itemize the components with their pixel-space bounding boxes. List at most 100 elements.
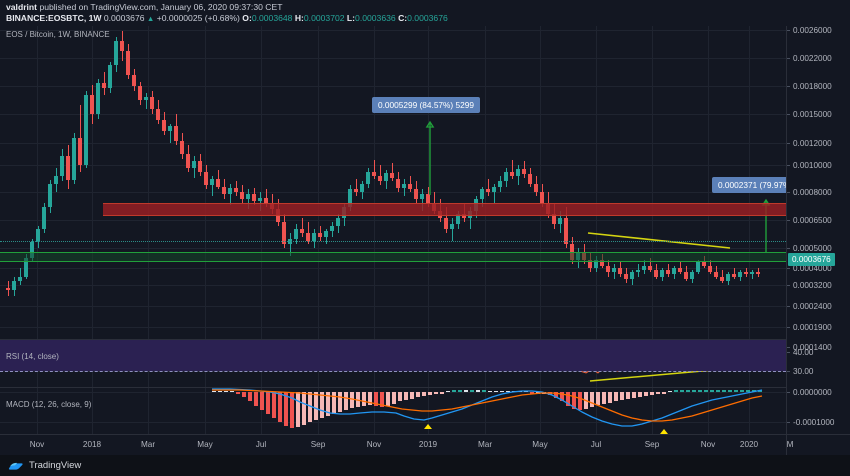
rsi-level-30[interactable] xyxy=(0,371,786,372)
gridline-vertical xyxy=(318,26,319,340)
candle-body xyxy=(600,260,605,266)
axis-corner-divider xyxy=(786,435,787,456)
macd-histogram-bar xyxy=(518,390,523,392)
candle-body xyxy=(168,125,173,132)
candle-body xyxy=(282,221,287,245)
price-pane[interactable]: EOS / Bitcoin, 1W, BINANCE 0.0005299 (84… xyxy=(0,26,786,340)
candle-body xyxy=(264,197,269,204)
resistance-zone[interactable] xyxy=(103,203,786,216)
candle-body xyxy=(540,192,545,204)
candle-body xyxy=(222,186,227,194)
high-value: 0.0003702 xyxy=(303,13,345,23)
gridline-vertical xyxy=(148,26,149,340)
candle-body xyxy=(210,178,215,186)
last-price-badge[interactable]: 0.0003676 xyxy=(788,253,835,266)
candle-wick xyxy=(451,218,453,241)
candle-body xyxy=(384,173,389,182)
time-axis-tick: M xyxy=(786,440,794,449)
macd-histogram-bar xyxy=(560,392,565,402)
candle-body xyxy=(60,156,65,176)
macd-histogram-bar xyxy=(620,392,625,401)
macd-histogram-bar xyxy=(542,392,547,395)
candle-wick xyxy=(487,178,489,196)
measure-badge-right[interactable]: 0.0002371 (79.97%) xyxy=(712,177,786,193)
macd-histogram-bar xyxy=(710,389,715,392)
candle-body xyxy=(666,270,671,275)
candle-body xyxy=(690,272,695,279)
macd-histogram-bar xyxy=(584,392,589,409)
candle-body xyxy=(558,218,563,224)
candle-body xyxy=(18,276,23,281)
signal-triangle-marker[interactable] xyxy=(659,429,668,434)
gridline-horizontal xyxy=(0,114,786,115)
candle-body xyxy=(522,169,527,175)
gridline-vertical xyxy=(92,26,93,340)
candle-body xyxy=(48,183,53,207)
macd-signal-line xyxy=(212,389,763,422)
last-price: 0.0003676 xyxy=(103,13,145,23)
candle-wick xyxy=(145,93,147,110)
measure-badge-top[interactable]: 0.0005299 (84.57%) 5299 xyxy=(372,97,480,113)
open-value: 0.0003648 xyxy=(251,13,293,23)
price-axis-tick: 0.0001400 xyxy=(787,343,832,352)
candle-body xyxy=(648,266,653,271)
candle-body xyxy=(678,268,683,273)
candle-body xyxy=(96,82,101,114)
candle-body xyxy=(258,197,263,202)
macd-histogram-bar xyxy=(686,389,691,392)
support-zone[interactable] xyxy=(0,252,786,262)
candle-body xyxy=(252,193,257,202)
candle-body xyxy=(348,189,353,207)
dotted-price-level[interactable] xyxy=(0,241,786,242)
rsi-pane[interactable]: RSI (14, close) xyxy=(0,340,786,388)
candle-wick xyxy=(169,123,171,143)
price-axis[interactable]: 0.0026000 0.0022000 0.0018000 0.0015000 0.00… xyxy=(786,26,850,434)
time-axis-tick: Jul xyxy=(590,440,602,449)
low-key: L: xyxy=(346,13,356,23)
indicator-axis-tick: 40.00 xyxy=(787,348,814,357)
time-axis[interactable]: Nov 2018 Mar May Jul Sep Nov 2019 Mar May Jul Sep No… xyxy=(0,434,850,456)
time-axis-tick: Nov xyxy=(700,440,716,449)
price-axis-tick: 0.0004000 xyxy=(787,264,832,273)
price-axis-tick: 0.0003200 xyxy=(787,281,832,290)
symbol-label[interactable]: BINANCE:EOSBTC, 1W xyxy=(6,13,102,23)
signal-triangle-marker[interactable] xyxy=(423,424,432,429)
indicator-axis-tick: 30.00 xyxy=(787,367,814,376)
indicator-axis-tick: -0.0001000 xyxy=(786,418,835,427)
gridline-horizontal xyxy=(0,268,786,269)
macd-histogram-bar xyxy=(674,389,679,392)
macd-histogram-bar xyxy=(470,389,475,392)
candle-body xyxy=(132,74,137,86)
macd-histogram-bar xyxy=(266,392,271,415)
candle-body xyxy=(312,233,317,241)
candle-body xyxy=(204,171,209,186)
candle-body xyxy=(420,193,425,200)
macd-histogram-bar xyxy=(350,392,355,408)
candle-body xyxy=(120,40,125,51)
candle-body xyxy=(480,189,485,200)
macd-histogram-bar xyxy=(248,392,253,402)
macd-histogram-bar xyxy=(458,389,463,392)
macd-histogram-bar xyxy=(740,389,745,392)
candle-wick xyxy=(751,270,753,279)
time-axis-tick: Sep xyxy=(644,440,660,449)
macd-histogram-bar xyxy=(260,392,265,410)
candle-body xyxy=(54,175,59,184)
macd-histogram-bar xyxy=(272,392,277,419)
publish-line: valdrint published on TradingView.com, J… xyxy=(6,2,850,13)
candle-body xyxy=(402,183,407,188)
indicator-axis-tick: 0.0000000 xyxy=(787,388,832,397)
pane-divider-macd xyxy=(0,387,786,388)
candle-body xyxy=(726,274,731,281)
candle-body xyxy=(198,160,203,172)
gridline-horizontal xyxy=(0,192,786,193)
candle-body xyxy=(6,287,11,291)
candle-body xyxy=(186,154,191,168)
time-axis-tick: Nov xyxy=(29,440,45,449)
price-axis-tick: 0.0022000 xyxy=(787,54,832,63)
macd-pane[interactable]: MACD (12, 26, close, 9) xyxy=(0,388,786,434)
macd-histogram-bar xyxy=(512,390,517,392)
gridline-horizontal xyxy=(0,86,786,87)
candle-body xyxy=(162,119,167,132)
